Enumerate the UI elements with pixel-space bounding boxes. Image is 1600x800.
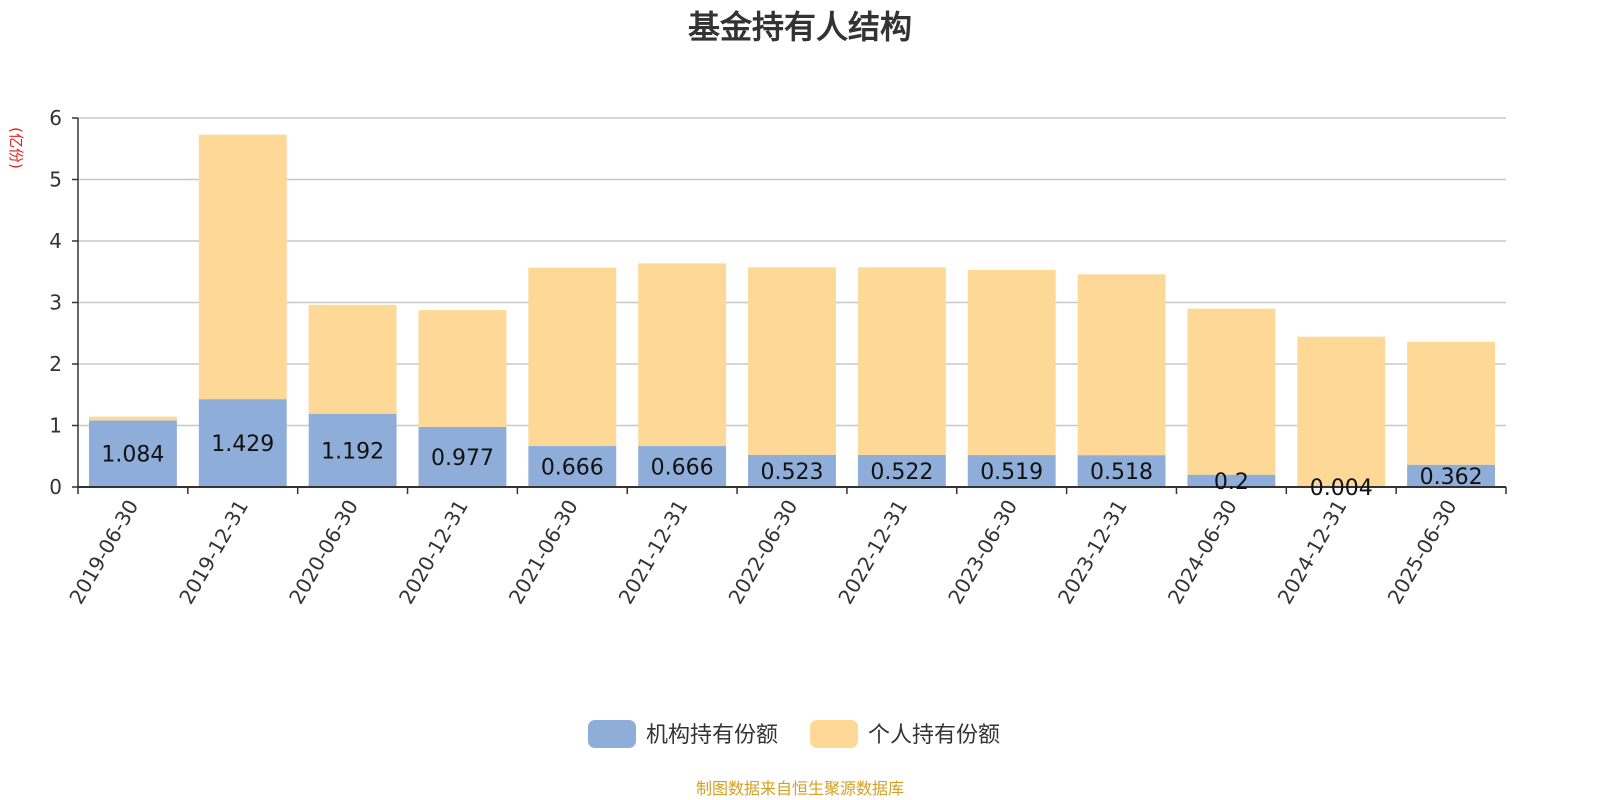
y-tick-label: 3 xyxy=(49,291,62,315)
x-tick-label: 2021-06-30 xyxy=(504,496,583,609)
bar-individual xyxy=(967,269,1056,456)
bar-value-label: 0.522 xyxy=(870,460,933,485)
bar-value-label: 0.518 xyxy=(1090,460,1153,485)
bar-value-label: 1.084 xyxy=(101,443,164,468)
bar-institutional xyxy=(967,455,1056,487)
bar-individual xyxy=(418,310,507,427)
bar-institutional xyxy=(308,413,397,487)
x-tick-label: 2021-12-31 xyxy=(614,496,693,609)
bar-value-label: 0.666 xyxy=(541,456,604,481)
bar-individual xyxy=(1077,274,1166,456)
legend-swatch xyxy=(588,720,636,748)
legend-swatch xyxy=(810,720,858,748)
x-tick-label: 2023-12-31 xyxy=(1053,496,1132,609)
bars xyxy=(88,134,1496,487)
bar-value-label: 1.192 xyxy=(321,439,384,464)
y-tick-label: 6 xyxy=(49,106,62,130)
x-tick-label: 2025-06-30 xyxy=(1383,496,1462,609)
bar-institutional xyxy=(1407,464,1496,487)
y-axis-unit-label: (亿份) xyxy=(7,127,25,169)
bar-institutional xyxy=(198,399,287,487)
bar-individual xyxy=(1297,336,1386,487)
x-tick-label: 2020-12-31 xyxy=(394,496,473,609)
bar-institutional xyxy=(857,454,946,487)
x-tick-label: 2022-06-30 xyxy=(723,496,802,609)
bar-individual xyxy=(528,267,617,447)
legend-label: 个人持有份额 xyxy=(868,723,1000,748)
y-tick-label: 5 xyxy=(49,168,62,192)
bar-individual xyxy=(88,416,177,421)
y-tick-label: 1 xyxy=(49,414,62,438)
y-tick-label: 0 xyxy=(49,475,62,499)
bar-value-label: 0.004 xyxy=(1310,476,1373,501)
x-tick-label: 2024-06-30 xyxy=(1163,496,1242,609)
bar-institutional xyxy=(1077,455,1166,487)
y-tick-label: 2 xyxy=(49,352,62,376)
bar-value-label: 0.519 xyxy=(980,460,1043,485)
x-tick-label: 2020-06-30 xyxy=(284,496,363,609)
y-tick-label: 4 xyxy=(49,229,62,253)
bar-value-label: 0.362 xyxy=(1420,465,1483,490)
bar-value-label: 0.666 xyxy=(651,456,714,481)
bar-value-label: 0.977 xyxy=(431,446,494,471)
bar-individual xyxy=(1187,308,1276,475)
source-note: 制图数据来自恒生聚源数据库 xyxy=(696,779,904,798)
bar-individual xyxy=(857,267,946,455)
bar-individual xyxy=(638,263,727,447)
bar-value-label: 0.523 xyxy=(761,460,824,485)
bar-institutional xyxy=(638,446,727,487)
bar-institutional xyxy=(528,446,617,487)
data-labels: 1.084 1.429 1.192 0.977 0.666 0.666 0.523 0.522… xyxy=(101,432,1482,501)
bar-individual xyxy=(748,267,836,455)
bar-individual xyxy=(1407,341,1496,465)
bar-institutional xyxy=(88,420,177,487)
x-tick-label: 2023-06-30 xyxy=(943,496,1022,609)
bar-institutional xyxy=(418,426,507,487)
x-tick-label: 2024-12-31 xyxy=(1273,496,1352,609)
x-tick-label: 2019-06-30 xyxy=(64,496,143,609)
legend-label: 机构持有份额 xyxy=(646,723,778,748)
bar-institutional xyxy=(748,454,836,487)
legend: 机构持有份额 个人持有份额 xyxy=(588,720,1000,748)
bar-value-label: 0.2 xyxy=(1214,470,1249,495)
bar-individual xyxy=(198,134,287,400)
bar-value-label: 1.429 xyxy=(211,432,274,457)
chart-title: 基金持有人结构 xyxy=(688,8,912,46)
bar-institutional xyxy=(1187,474,1276,487)
x-tick-label: 2019-12-31 xyxy=(174,496,253,609)
bar-individual xyxy=(308,304,397,414)
x-tick-label: 2022-12-31 xyxy=(833,496,912,609)
